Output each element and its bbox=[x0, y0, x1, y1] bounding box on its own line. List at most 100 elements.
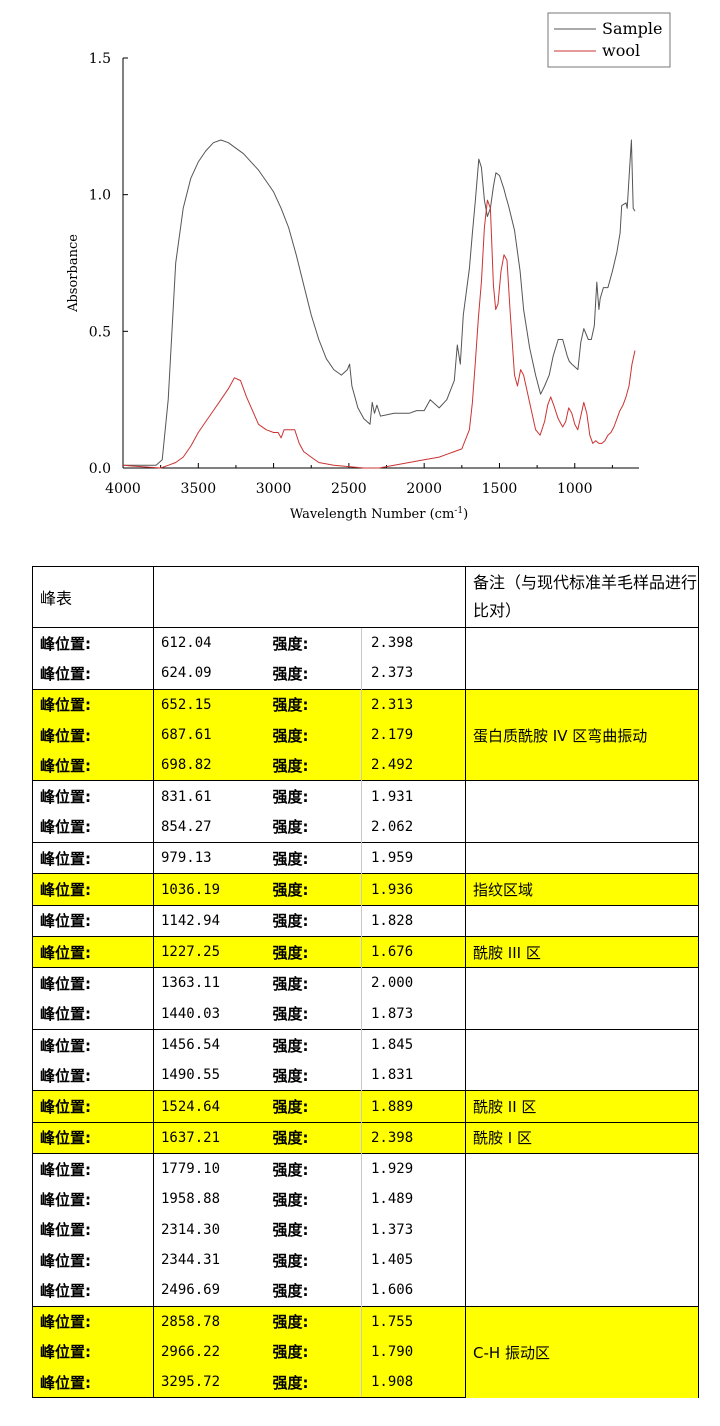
intensity-label: 强度: bbox=[272, 634, 309, 653]
intensity-value: 1.908 bbox=[360, 1367, 466, 1399]
peak-position-value: 2858.78 bbox=[153, 1305, 266, 1337]
peak-position-value: 1142.94 bbox=[153, 904, 266, 937]
intensity-value: 2.062 bbox=[360, 811, 466, 843]
note-cell bbox=[465, 780, 700, 843]
peak-position-label: 峰位置: bbox=[32, 658, 154, 690]
peak-position-value: 2314.30 bbox=[161, 1221, 221, 1238]
intensity-value: 1.606 bbox=[360, 1275, 466, 1307]
intensity-label: 强度: bbox=[265, 842, 362, 874]
peak-position-value: 1958.88 bbox=[161, 1191, 221, 1208]
note-cell bbox=[465, 967, 700, 1030]
intensity-value: 2.398 bbox=[360, 627, 466, 659]
y-axis-label: Absorbance bbox=[66, 234, 81, 313]
table-row: 峰位置: 1440.03 强度: 1.873 bbox=[32, 998, 699, 1030]
table-row: 峰位置: 831.61 强度: 1.931 bbox=[32, 780, 700, 843]
intensity-label: 强度: bbox=[265, 750, 362, 781]
peak-position-value: 2496.69 bbox=[161, 1282, 221, 1299]
intensity-label: 强度: bbox=[265, 1028, 362, 1061]
peak-position-value: 1363.11 bbox=[153, 967, 266, 999]
table-row: 峰位置: 2496.69 强度: 1.606 bbox=[32, 1275, 699, 1307]
table-row: 峰位置: 2858.78 强度: 1.755 C-H 振动区 bbox=[32, 1305, 700, 1398]
peak-position-label: 峰位置: bbox=[32, 1121, 154, 1154]
note-cell: 蛋白质酰胺 IV 区弯曲振动 bbox=[465, 688, 700, 781]
table-row: 峰位置: 624.09 强度: 2.373 bbox=[32, 658, 699, 690]
note-cell bbox=[465, 627, 700, 690]
note-cell: 酰胺 I 区 bbox=[465, 1121, 700, 1154]
table-row: 峰位置: 1036.19 强度: 1.936 指纹区域 bbox=[32, 873, 700, 906]
peak-table: 峰表 备注（与现代标准羊毛样品进行比对） 峰位置: 612.04 强度: 2.398 峰位置… bbox=[32, 566, 700, 1399]
peak-position-value: 854.27 bbox=[161, 818, 212, 835]
peak-position-label: 峰位置: bbox=[32, 811, 154, 843]
peak-position-value: 831.61 bbox=[153, 780, 266, 812]
x-tick-label: 3000 bbox=[256, 481, 292, 497]
intensity-value: 1.676 bbox=[360, 935, 466, 968]
peak-position-value: 624.09 bbox=[161, 665, 212, 682]
x-tick-label: 1000 bbox=[557, 481, 593, 497]
note-cell bbox=[465, 842, 700, 874]
table-header-row: 峰表 备注（与现代标准羊毛样品进行比对） bbox=[32, 566, 700, 628]
peak-position-label: 峰位置: bbox=[32, 842, 154, 874]
note-cell: C-H 振动区 bbox=[465, 1305, 700, 1398]
peak-position-label: 峰位置: bbox=[32, 904, 154, 937]
peak-position-value: 1227.25 bbox=[153, 935, 266, 968]
intensity-label: 强度: bbox=[265, 688, 362, 720]
table-row: 峰位置: 687.61 强度: 2.179 bbox=[32, 719, 699, 751]
peak-position-label: 峰位置: bbox=[32, 1028, 154, 1061]
table-row: 峰位置: 2344.31 强度: 1.405 bbox=[32, 1244, 699, 1276]
intensity-label: 强度: bbox=[265, 967, 362, 999]
series-line-sample bbox=[123, 139, 636, 466]
intensity-label: 强度: bbox=[265, 1336, 362, 1368]
intensity-label: 强度: bbox=[265, 719, 362, 751]
peak-position-label: 峰位置: bbox=[32, 1214, 154, 1245]
intensity-value: 1.790 bbox=[360, 1336, 466, 1368]
intensity-value: 2.179 bbox=[360, 719, 466, 751]
note-cell bbox=[465, 904, 700, 937]
peak-position-value: 698.82 bbox=[153, 750, 266, 781]
peak-position-value: 612.04 bbox=[161, 635, 212, 652]
table-row: 峰位置: 1363.11 强度: 2.000 bbox=[32, 967, 700, 1030]
peak-position-label: 峰位置: bbox=[32, 967, 154, 999]
peak-position-label: 峰位置: bbox=[32, 1244, 154, 1276]
intensity-value: 1.489 bbox=[360, 1184, 466, 1215]
intensity-value: 2.313 bbox=[360, 688, 466, 720]
intensity-value: 1.831 bbox=[360, 1060, 466, 1091]
intensity-label: 强度: bbox=[272, 1190, 309, 1209]
table-row: 峰位置: 1490.55 强度: 1.831 bbox=[32, 1060, 699, 1091]
peak-position-label: 峰位置: bbox=[32, 1367, 154, 1399]
intensity-value: 1.889 bbox=[360, 1090, 466, 1123]
peak-position-label: 峰位置: bbox=[32, 998, 154, 1030]
intensity-label: 强度: bbox=[272, 664, 309, 683]
intensity-label: 强度: bbox=[272, 1221, 309, 1240]
peak-position-label: 峰位置: bbox=[32, 750, 154, 781]
table-row: 峰位置: 1779.10 强度: 1.929 bbox=[32, 1153, 700, 1307]
intensity-value: 1.873 bbox=[360, 998, 466, 1030]
table-row: 峰位置: 1958.88 强度: 1.489 bbox=[32, 1184, 699, 1215]
intensity-value: 1.405 bbox=[360, 1244, 466, 1276]
y-tick-label: 0.0 bbox=[89, 461, 111, 477]
intensity-value: 1.931 bbox=[360, 780, 466, 812]
intensity-label: 强度: bbox=[265, 904, 362, 937]
note-cell bbox=[465, 1153, 700, 1307]
x-tick-label: 2000 bbox=[406, 481, 442, 497]
note-cell: 酰胺 II 区 bbox=[465, 1090, 700, 1123]
peak-position-value: 652.15 bbox=[153, 688, 266, 720]
peak-position-label: 峰位置: bbox=[32, 719, 154, 751]
peak-position-value: 1524.64 bbox=[153, 1090, 266, 1123]
x-tick-label: 2500 bbox=[331, 481, 367, 497]
x-axis-label-close: ) bbox=[463, 507, 468, 522]
legend-label: wool bbox=[602, 41, 640, 60]
intensity-label: 强度: bbox=[265, 873, 362, 906]
intensity-label: 强度: bbox=[265, 1153, 362, 1185]
peak-position-value: 1036.19 bbox=[153, 873, 266, 906]
x-tick-label: 4000 bbox=[105, 481, 141, 497]
table-row: 峰位置: 1227.25 强度: 1.676 酰胺 III 区 bbox=[32, 935, 700, 968]
legend-label: Sample bbox=[602, 19, 663, 38]
table-row: 峰位置: 1637.21 强度: 2.398 酰胺 I 区 bbox=[32, 1121, 700, 1154]
intensity-label: 强度: bbox=[272, 1005, 309, 1024]
peak-position-value: 979.13 bbox=[153, 842, 266, 874]
x-tick-label: 1500 bbox=[482, 481, 518, 497]
peak-position-label: 峰位置: bbox=[32, 780, 154, 812]
intensity-value: 2.492 bbox=[360, 750, 466, 781]
peak-position-value: 687.61 bbox=[153, 719, 266, 751]
peak-position-value: 1779.10 bbox=[153, 1153, 266, 1185]
